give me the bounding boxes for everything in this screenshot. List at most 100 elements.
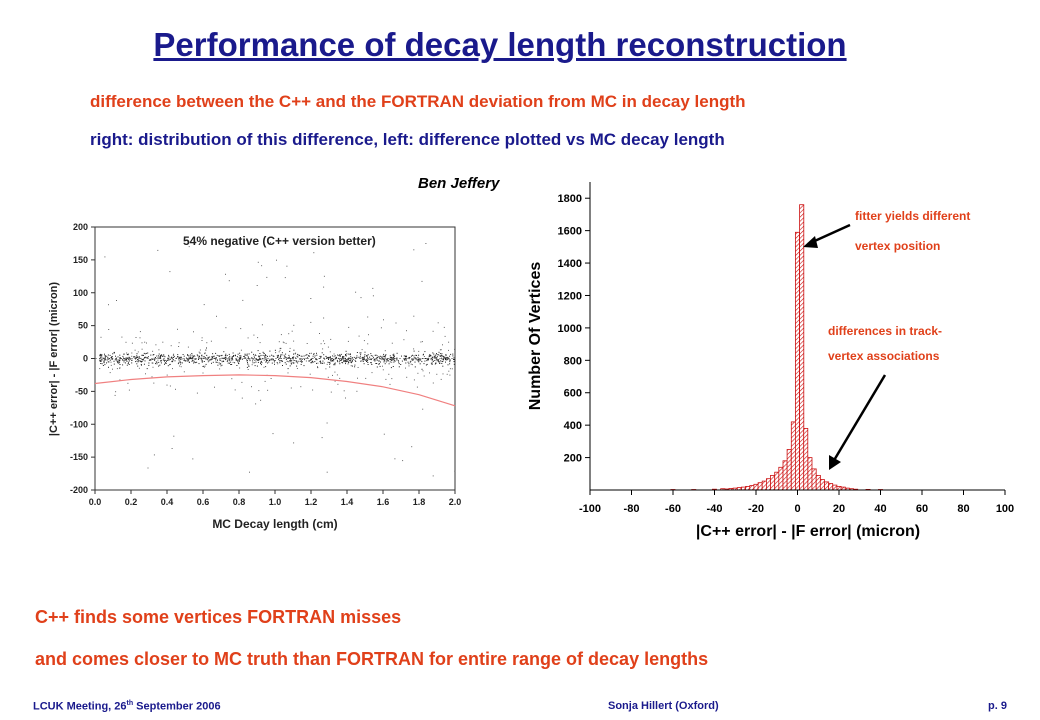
scatter-point (433, 355, 435, 357)
scatter-point (206, 354, 208, 356)
scatter-point (295, 357, 297, 359)
scatter-point (253, 334, 255, 336)
scatter-point (177, 363, 179, 365)
scatter-point (378, 360, 380, 362)
scatter-point (414, 361, 416, 363)
scatter-point (339, 354, 340, 356)
author-credit: Ben Jeffery (418, 175, 500, 192)
scatter-point (105, 359, 107, 361)
scatter-point (110, 364, 112, 366)
scatter-point (442, 360, 444, 362)
scatter-point (251, 351, 253, 353)
histogram-bar (765, 478, 771, 491)
scatter-point (230, 361, 232, 363)
scatter-point (178, 342, 180, 344)
scatter-point (402, 460, 404, 462)
scatter-point (265, 366, 267, 368)
scatter-point (413, 249, 415, 251)
scatter-point (310, 358, 312, 360)
scatter-point (390, 367, 392, 369)
scatter-point (375, 363, 377, 364)
scatter-point (444, 358, 446, 359)
scatter-point (280, 354, 282, 356)
scatter-point (138, 360, 140, 362)
scatter-point (266, 360, 267, 361)
scatter-point (389, 355, 391, 357)
scatter-point (202, 372, 204, 374)
scatter-point (201, 340, 203, 341)
scatter-point (354, 359, 356, 361)
scatter-point (357, 367, 359, 368)
scatter-point (99, 355, 101, 357)
scatter-point (351, 365, 353, 367)
scatter-point (405, 355, 407, 357)
scatter-point (419, 363, 421, 365)
scatter-point (324, 358, 326, 360)
scatter-point (320, 362, 322, 364)
scatter-point (320, 357, 322, 359)
scatter-point (359, 355, 361, 357)
scatter-point (247, 363, 249, 365)
scatter-point (139, 356, 140, 358)
scatter-point (248, 353, 250, 355)
scatter-point (265, 357, 267, 359)
scatter-point (297, 356, 299, 358)
scatter-point (444, 335, 446, 337)
scatter-point (348, 362, 349, 364)
scatter-point (131, 342, 133, 344)
scatter-point (274, 349, 276, 351)
footer-meeting-sup: th (126, 700, 134, 707)
scatter-point (323, 317, 325, 319)
scatter-point (329, 362, 331, 364)
scatter-point (172, 354, 174, 356)
scatter-point (390, 359, 392, 361)
scatter-point (100, 355, 102, 356)
scatter-point (430, 358, 432, 360)
scatter-point (299, 358, 301, 360)
scatter-point (369, 356, 371, 358)
scatter-point (322, 348, 324, 350)
scatter-point (443, 356, 445, 358)
scatter-point (172, 359, 174, 361)
scatter-point (429, 355, 431, 357)
scatter-point (152, 366, 154, 368)
scatter-point (150, 359, 152, 361)
scatter-point (312, 389, 314, 391)
scatter-point (199, 352, 201, 354)
scatter-point (164, 362, 166, 364)
scatter-point (411, 364, 413, 366)
scatter-point (152, 362, 154, 364)
hist-y-tick-label: 1000 (558, 323, 582, 335)
scatter-point (444, 356, 446, 358)
scatter-point (429, 355, 431, 357)
scatter-point (442, 344, 443, 346)
scatter-point (232, 356, 234, 357)
scatter-point (417, 358, 419, 360)
scatter-point (109, 372, 111, 374)
scatter-point (432, 356, 434, 358)
scatter-point (443, 326, 445, 328)
scatter-point (232, 352, 234, 354)
scatter-point (173, 355, 175, 357)
hist-y-tick-label: 200 (564, 453, 582, 465)
scatter-point (452, 353, 454, 355)
scatter-point (136, 355, 138, 357)
scatter-point (213, 355, 215, 357)
scatter-point (192, 359, 193, 361)
scatter-point (383, 358, 385, 360)
scatter-point (418, 359, 419, 361)
scatter-point (443, 358, 444, 360)
scatter-point (385, 358, 387, 360)
scatter-point (339, 377, 341, 379)
scatter-point (345, 360, 347, 362)
scatter-point (171, 361, 173, 363)
scatter-point (211, 356, 213, 358)
scatter-point (244, 353, 246, 355)
scatter-point (107, 358, 109, 360)
scatter-point (276, 362, 278, 364)
scatter-point (111, 359, 113, 360)
scatter-point (216, 315, 217, 317)
scatter-point (182, 354, 184, 355)
scatter-point (236, 365, 238, 366)
scatter-point (169, 364, 170, 366)
